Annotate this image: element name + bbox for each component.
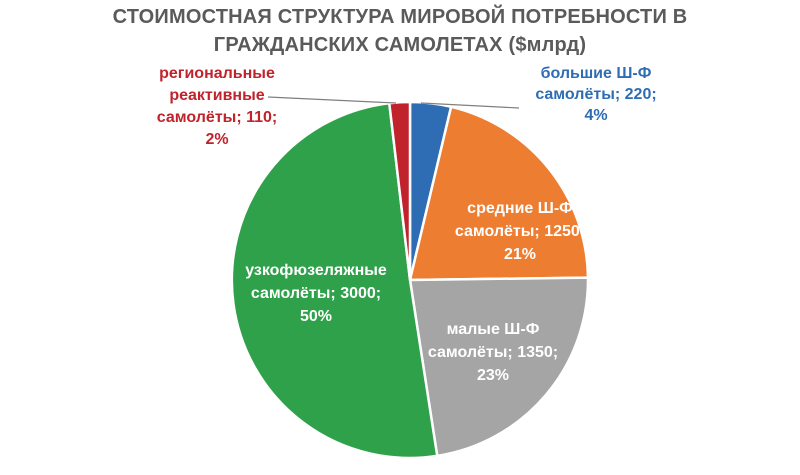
leader-line-большие-ш-ф-самолёты <box>420 102 520 109</box>
data-label-региональные-реактивные-самолёты: региональные реактивные самолёты; 110; 2% <box>157 65 277 148</box>
data-label-line: самолёты; 1250; <box>455 223 585 240</box>
data-label-line: 4% <box>584 107 607 124</box>
pie-slice-малые-ш-ф-самолёты <box>408 276 590 458</box>
data-label-line: узкофюзеляжные <box>245 262 387 279</box>
leader-line-региональные-реактивные-самолёты <box>267 96 397 104</box>
data-label-line: 50% <box>300 308 332 325</box>
data-label-line: самолёты; 220; <box>535 86 656 103</box>
data-label-line: региональные <box>159 65 275 82</box>
data-label-line: самолёты; 3000; <box>251 285 381 302</box>
chart-title-line-2: ГРАЖДАНСКИХ САМОЛЕТАХ ($млрд) <box>213 34 587 56</box>
data-label-line: 23% <box>477 367 509 384</box>
data-label-line: средние Ш-Ф <box>467 200 573 217</box>
pie-slice-узкофюзеляжные-самолёты <box>230 101 439 460</box>
data-label-большие-ш-ф-самолёты: большие Ш-Ф самолёты; 220; 4% <box>535 65 656 124</box>
data-label-line: реактивные <box>169 87 264 104</box>
chart-title-line-1: СТОИМОСТНАЯ СТРУКТУРА МИРОВОЙ ПОТРЕБНОСТ… <box>112 6 688 28</box>
data-label-line: 2% <box>205 131 228 148</box>
data-label-средние-ш-ф-самолёты: средние Ш-Ф самолёты; 1250; 21% <box>455 200 585 263</box>
data-label-line: большие Ш-Ф <box>541 65 652 82</box>
pie-slice-средние-ш-ф-самолёты <box>408 105 590 282</box>
data-label-line: самолёты; 1350; <box>428 344 558 361</box>
data-label-line: малые Ш-Ф <box>447 321 540 338</box>
data-label-line: самолёты; 110; <box>157 109 277 126</box>
data-label-узкофюзеляжные-самолёты: узкофюзеляжные самолёты; 3000; 50% <box>245 262 387 325</box>
data-label-line: 21% <box>504 246 536 263</box>
data-label-малые-ш-ф-самолёты: малые Ш-Ф самолёты; 1350; 23% <box>428 321 558 384</box>
